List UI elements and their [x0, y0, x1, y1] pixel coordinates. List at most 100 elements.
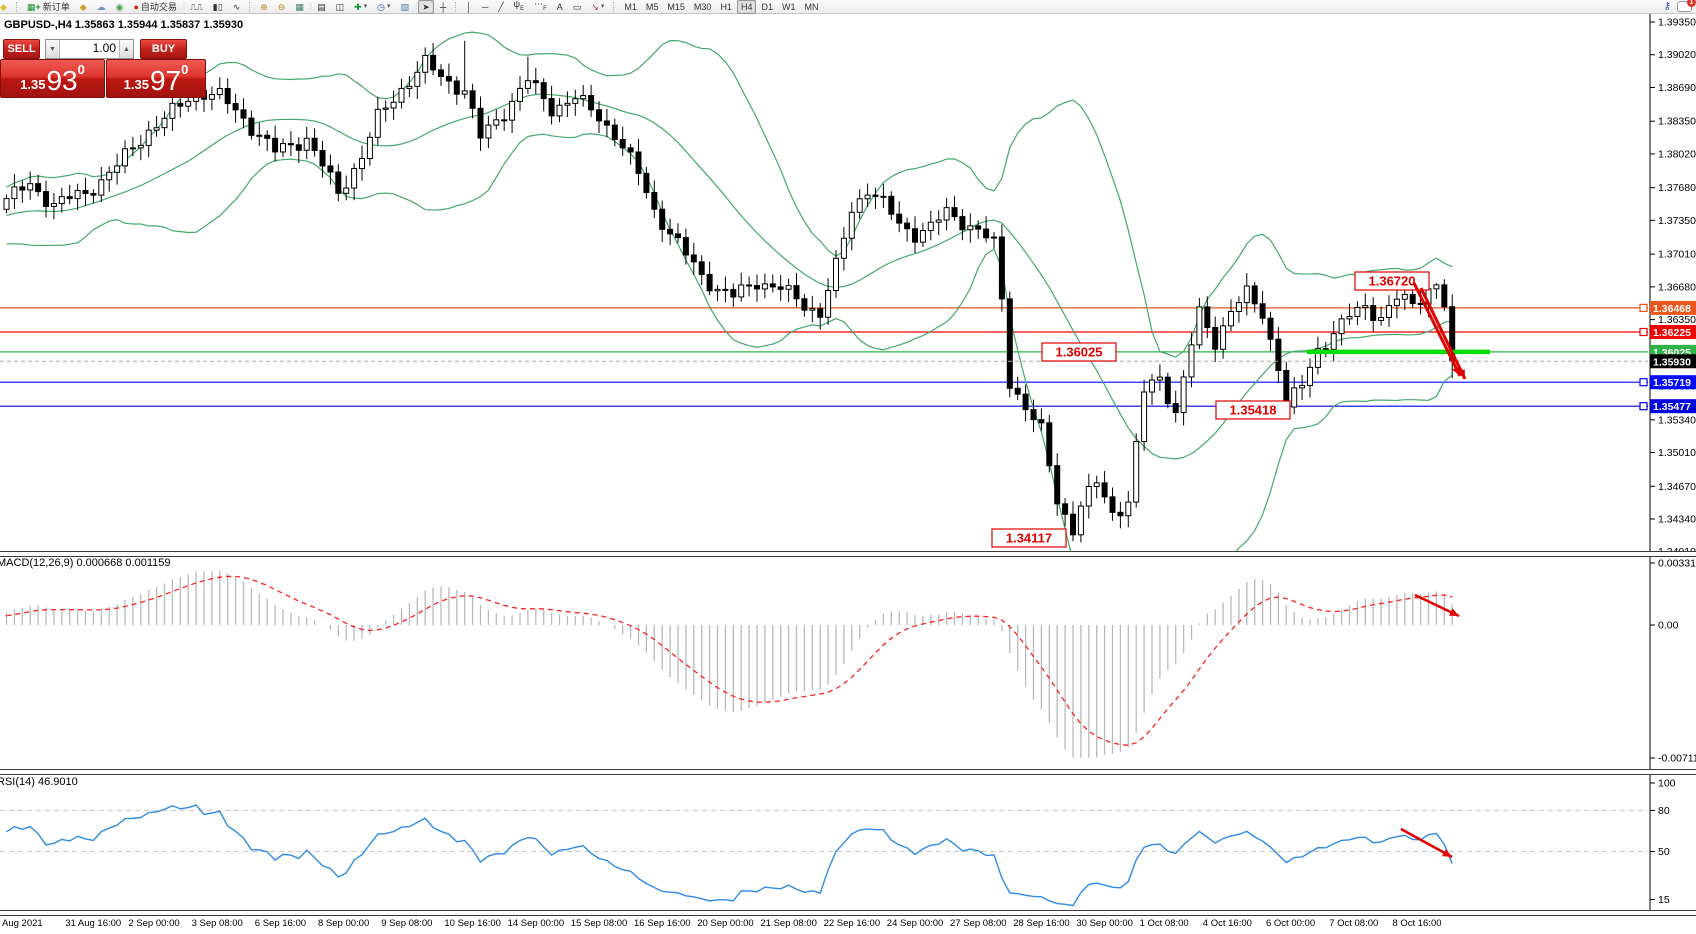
arrange-vertical-button[interactable]: ◫ [332, 0, 349, 14]
crosshair-tool-button[interactable]: ┼ [436, 0, 450, 14]
timeframe-m30[interactable]: M30 [693, 1, 712, 12]
trend-arrow-head [1457, 369, 1465, 379]
ask-price-box[interactable]: 1.35 97 0 [106, 59, 206, 98]
time-axis[interactable]: Aug 2021 31 Aug 16:00 2 Sep 00:00 3 Sep 08:… [0, 918, 1696, 934]
panel-divider[interactable] [0, 769, 1696, 775]
arrange-vertical-icon: ◫ [335, 1, 345, 12]
signal-icon: ◉ [115, 1, 124, 12]
period-button[interactable]: ◷ ▾ [377, 1, 391, 12]
text-icon: A [556, 1, 563, 12]
toolbar-separator [249, 1, 251, 12]
volume-stepper: ▼ 1.00 ▲ [45, 39, 134, 59]
trendline-icon: ╱ [498, 1, 504, 12]
trend-arrow-head [1449, 608, 1459, 616]
timeframe-h4[interactable]: H4 [736, 0, 757, 14]
gold-icon: ◆ [79, 1, 87, 12]
timeframe-mn[interactable]: MN [804, 1, 819, 12]
timeframe-m1[interactable]: M1 [624, 1, 637, 12]
price-label-text: 1.36468 [1653, 303, 1691, 315]
equidistant-channel-button[interactable]: ψE [510, 0, 528, 14]
timeframe-d1[interactable]: D1 [761, 1, 773, 12]
trend-arrow-head [1442, 849, 1452, 857]
line-chart-icon: ∿ [232, 1, 241, 12]
key-icon[interactable]: ⚷ [1663, 1, 1671, 12]
time-axis-label: 2 Sep 00:00 [128, 918, 180, 929]
arrange-horizontal-icon: ▤ [317, 1, 326, 12]
price-tick-label: 1.38690 [1658, 82, 1696, 94]
price-annotation-text: 1.36025 [1056, 345, 1103, 360]
price-tick-label: 1.35010 [1658, 447, 1696, 459]
line-handle[interactable] [1639, 303, 1648, 312]
panel-divider[interactable] [0, 551, 1696, 557]
bid-price-box[interactable]: 1.35 93 0 [0, 59, 105, 98]
cursor-tool-button[interactable]: ➤ [418, 0, 434, 14]
time-axis-label: 7 Oct 08:00 [1329, 918, 1379, 929]
bollinger-upper [6, 31, 1453, 358]
price-annotation-box[interactable] [991, 528, 1067, 548]
toolbar-grip: ⁞ [309, 2, 312, 11]
vline-tool-button[interactable]: │ [462, 0, 476, 14]
price-annotation-text: 1.34117 [1006, 531, 1052, 546]
cloud-icon: ☁ [96, 1, 106, 12]
fibonacci-icon: ⋯F [534, 0, 547, 12]
line-handle[interactable] [1639, 378, 1648, 387]
bid-price-sup: 0 [77, 62, 85, 77]
tile-windows-button[interactable]: ▦ [291, 0, 308, 14]
autotrading-button[interactable]: ● 自动交易 [129, 0, 180, 14]
timeframe-m5[interactable]: M5 [645, 1, 659, 12]
trend-arrow-head [1452, 366, 1460, 376]
chat-icon[interactable]: 1 [1677, 0, 1696, 12]
new-order-button[interactable]: ▦+ 新订单 [23, 0, 74, 14]
price-annotation-box[interactable] [1041, 342, 1117, 362]
label-tool-button[interactable]: ▭ [569, 0, 586, 14]
candlestick-chart-button[interactable]: ▮▯ [209, 0, 227, 14]
zoom-out-button[interactable]: ⊖ [274, 0, 290, 14]
cloud-button[interactable]: ☁ [93, 0, 110, 14]
trend-arrow[interactable] [1419, 287, 1467, 380]
price-annotation-box[interactable] [1354, 271, 1430, 291]
zoom-in-button[interactable]: ⊕ [256, 0, 272, 14]
buy-button[interactable]: BUY [140, 39, 187, 59]
bar-chart-button[interactable]: ⎍⎍ [186, 0, 207, 14]
price-annotation-text: 1.35418 [1230, 403, 1277, 418]
arrows-tool-icon: ↘ [591, 1, 599, 12]
timeframe-m15[interactable]: M15 [667, 1, 685, 12]
timeframe-w1[interactable]: W1 [781, 1, 796, 12]
trendline-tool-button[interactable]: ╱ [494, 0, 507, 14]
ask-price-big: 97 [149, 65, 182, 96]
sell-button[interactable]: SELL [3, 39, 40, 59]
price-label-text: 1.35930 [1653, 356, 1691, 368]
price-annotation-box[interactable] [1215, 400, 1291, 420]
macd-panel-canvas[interactable]: 0.003315 0.00 -0.007112 [0, 556, 1696, 769]
clock-icon: ◷ [377, 1, 386, 12]
rsi-panel-canvas[interactable]: 100 80 50 15 [0, 774, 1696, 910]
templates-button[interactable]: ▨ [397, 0, 414, 14]
time-axis-label: Aug 2021 [2, 918, 43, 929]
hline-tool-button[interactable]: ─ [478, 0, 492, 14]
market-watch-button[interactable]: ◆ [76, 0, 91, 14]
price-tick-label: 1.36680 [1658, 281, 1696, 293]
add-indicator-button[interactable]: ✚ ▾ [354, 1, 368, 12]
volume-value[interactable]: 1.00 [92, 41, 116, 55]
fibonacci-tool-button[interactable]: ⋯F [530, 0, 551, 14]
time-axis-label: 1 Oct 08:00 [1139, 918, 1189, 929]
price-tick-label: 1.37350 [1658, 215, 1696, 227]
candlestick-icon: ▮▯ [212, 1, 223, 12]
text-tool-button[interactable]: A [553, 0, 567, 14]
timeframe-h1[interactable]: H1 [720, 1, 732, 12]
label-icon: ▭ [572, 1, 582, 12]
time-axis-label: 27 Sep 08:00 [950, 918, 1007, 929]
main-chart-canvas[interactable]: 1.39350 1.39020 1.38690 1.38350 1.38020 1.376… [0, 12, 1696, 552]
volume-down-button[interactable]: ▼ [46, 40, 60, 58]
trend-arrow[interactable] [1400, 827, 1453, 859]
trend-arrow[interactable] [1412, 282, 1462, 377]
volume-up-button[interactable]: ▲ [119, 40, 133, 58]
time-axis-label: 3 Sep 08:00 [191, 918, 243, 929]
line-handle[interactable] [1639, 402, 1648, 411]
signal-button[interactable]: ◉ [112, 0, 128, 14]
line-handle[interactable] [1639, 327, 1648, 337]
arrange-horizontal-button[interactable]: ▤ [313, 0, 330, 14]
bar-chart-icon: ⎍⎍ [190, 1, 203, 12]
arrows-tool-button[interactable]: ↘ ▾ [591, 1, 605, 12]
line-chart-button[interactable]: ∿ [229, 0, 245, 14]
